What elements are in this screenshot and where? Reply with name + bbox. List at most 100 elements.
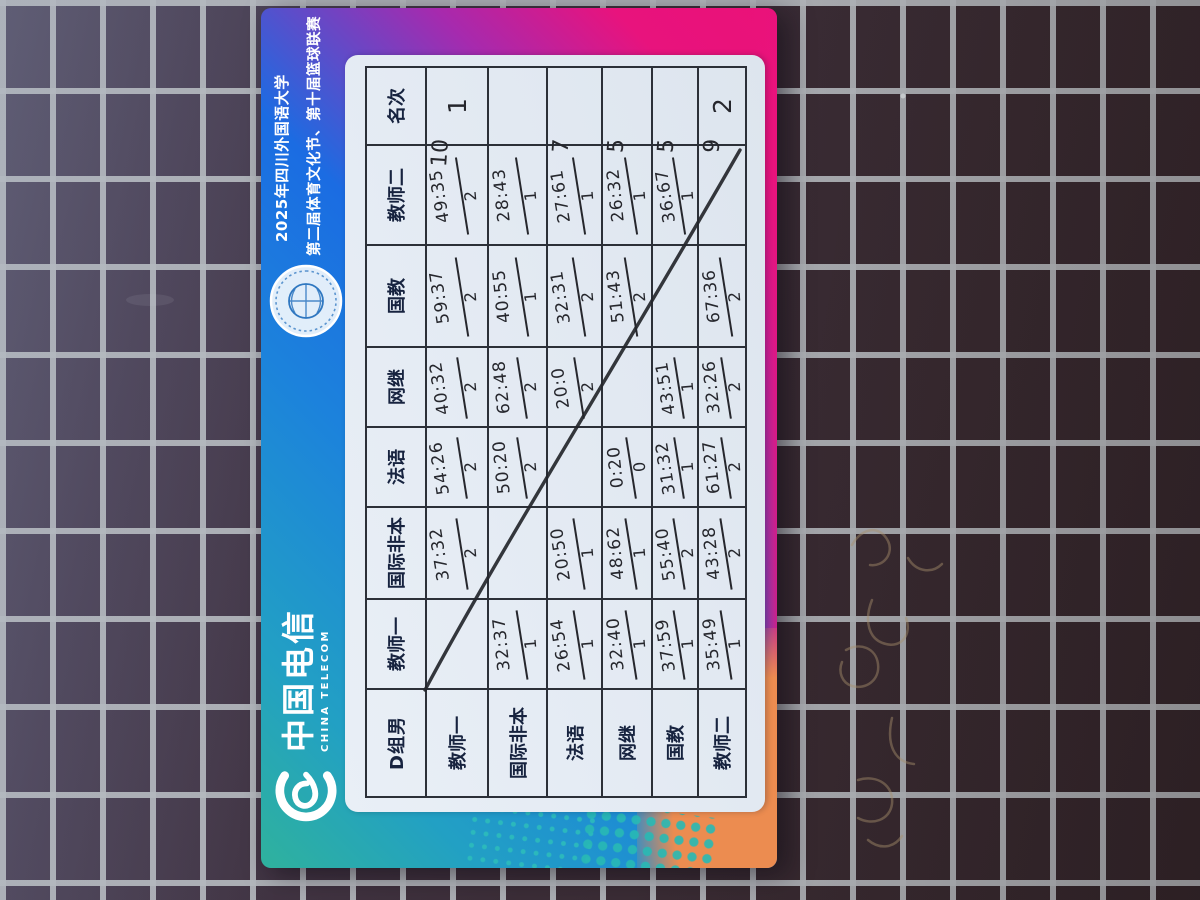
score-cell: 32:31 2 [547,245,602,347]
points-value: 1 [520,189,541,202]
points-value: 1 [677,460,698,473]
team-header-cell: 教师二 [366,145,426,245]
rank-cell [602,67,652,145]
score-cell: 40:32 2 [426,347,488,427]
score-cell: 35:49 1 [698,599,746,689]
score-fraction: 20:50 1 [546,508,601,598]
diagonal-cell [547,427,602,507]
brand-name-cn: 中国电信 [279,608,318,752]
score-value: 54:26 [425,439,455,497]
points-value: 2 [629,291,650,303]
score-cell: 51:43 2 [602,245,652,347]
score-table: D组男 教师一 国际非本 法语 网继 国教 教师二 名次 教师一 37:32 2 54:26 2 40:3… [365,66,747,798]
points-value: 1 [677,380,698,393]
group-title-cell: D组男 [366,689,426,797]
table-row: 教师二 35:49 1 43:28 2 61:27 2 32:26 2 67:36 2 9 2 [698,67,746,797]
team-header-cell: 教师一 [366,599,426,689]
score-fraction: 59:37 2 [426,246,487,346]
score-cell: 26:32 1 5 [602,138,652,245]
score-fraction: 32:31 2 [547,246,601,346]
rank-cell [547,67,602,145]
score-value: 20:50 [546,525,576,583]
score-value: 51:43 [603,268,629,324]
score-fraction: 48:62 1 [603,508,651,598]
points-value: 1 [629,547,650,560]
score-fraction: 20:0 2 [548,348,601,426]
score-cell: 61:27 2 [698,427,746,507]
score-cell: 49:35 2 10 [425,138,488,245]
score-value: 20:0 [547,365,575,411]
score-value: 62:48 [489,359,515,415]
team-row-label: 网继 [602,689,652,797]
score-fraction: 51:43 2 [603,246,651,346]
score-fraction: 26:54 1 [547,600,601,688]
team-row-label: 教师二 [698,689,746,797]
score-fraction: 31:32 1 [652,428,698,506]
score-cell: 59:37 2 [426,245,488,347]
score-fraction: 32:26 2 [699,348,745,426]
score-fraction: 43:51 1 [652,348,698,426]
total-points: 7 [548,138,575,154]
points-value: 2 [724,547,745,560]
team-header-cell: 国教 [366,245,426,347]
score-cell: 43:28 2 [698,507,746,599]
china-telecom-brand: 中国电信 CHINA TELECOM [275,608,341,826]
score-value: 32:40 [603,616,629,672]
diagonal-cell [488,507,547,599]
score-fraction: 37:59 1 [652,600,697,688]
score-cell: 0:20 0 [602,427,652,507]
score-cell: 32:37 1 [488,599,547,689]
points-value: 2 [520,380,541,393]
score-fraction: 35:49 1 [699,600,745,688]
score-value: 40:32 [425,359,455,417]
university-seal-icon [269,264,343,338]
points-value: 2 [724,460,745,473]
score-fraction: 32:37 1 [489,600,546,688]
points-value: 2 [577,380,598,393]
points-value: 2 [724,291,745,303]
score-cell: 43:51 1 [652,347,698,427]
diagonal-cell [602,347,652,427]
team-header-cell: 法语 [366,427,426,507]
score-value: 32:37 [489,616,515,672]
score-value: 27:61 [546,167,576,225]
event-title: 2025年四川外国语大学 第二届体育文化节、第十届篮球联赛 [271,16,324,256]
poster-rotated-wrapper: 中国电信 CHINA TELECOM 2025年四川外国语大学 第二届体育文化节… [261,8,777,868]
team-row-label: 国教 [652,689,698,797]
score-cell: 67:36 2 [698,245,746,347]
score-value: 48:62 [603,525,629,581]
score-fraction: 40:55 1 [489,246,546,346]
team-header-cell: 国际非本 [366,507,426,599]
score-cell: 20:0 2 [547,347,602,427]
points-value: 2 [460,189,481,202]
points-value: 2 [520,460,541,473]
score-value: 40:55 [489,268,515,324]
score-value: 49:35 [425,167,455,225]
score-fraction: 40:32 2 [425,348,487,426]
score-fraction: 55:40 2 [652,508,697,598]
score-sheet-card: D组男 教师一 国际非本 法语 网继 国教 教师二 名次 教师一 37:32 2 54:26 2 40:3… [345,55,765,812]
score-cell: 27:61 1 7 [546,138,602,245]
total-points: 5 [603,138,630,154]
total-points: 9 [699,138,726,154]
score-fraction: 50:20 2 [489,428,546,506]
rank-cell [488,67,547,145]
score-fraction: 62:48 2 [489,348,546,426]
score-fraction: 0:20 0 [603,428,651,506]
score-cell: 50:20 2 [488,427,547,507]
score-cell: 32:40 1 [602,599,652,689]
score-cell: 20:50 1 [547,507,602,599]
score-value: 26:32 [603,167,629,223]
table-row: 教师一 37:32 2 54:26 2 40:32 2 59:37 2 49:35 2 10 1 [426,67,488,797]
score-fraction: 61:27 2 [699,428,745,506]
points-value: 1 [577,547,598,560]
diagonal-cell [426,599,488,689]
rank-cell [652,67,698,145]
score-cell: 37:59 1 [652,599,698,689]
score-fraction: 28:43 1 [489,146,546,244]
points-value: 1 [629,189,650,202]
score-value: 37:32 [425,525,455,583]
team-row-label: 教师一 [426,689,488,797]
points-value: 1 [520,638,541,651]
score-value: 0:20 [603,444,629,490]
